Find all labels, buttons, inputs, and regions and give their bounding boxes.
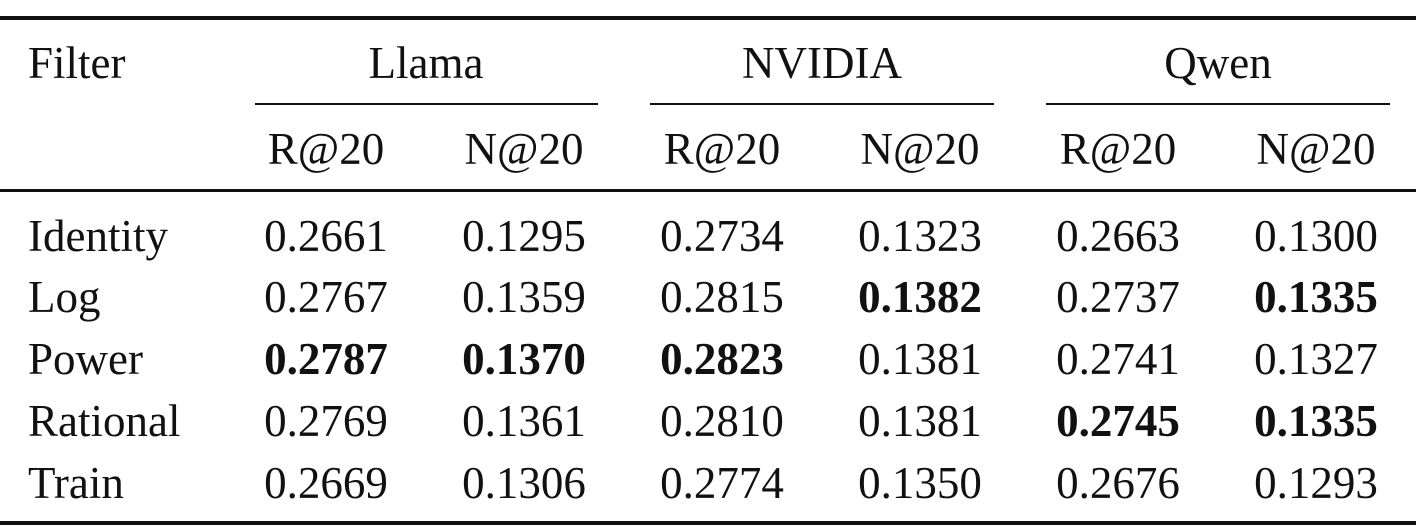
cell-train-llama-r20: 0.2669	[264, 458, 388, 508]
cell-rational-qwen-n20: 0.1335	[1254, 396, 1378, 446]
filter-header: Filter	[28, 38, 126, 88]
llama-group-rule	[255, 103, 598, 105]
cell-power-qwen-n20: 0.1327	[1254, 334, 1378, 384]
nvidia-group-rule	[650, 103, 994, 105]
top-rule	[0, 16, 1416, 20]
cell-log-qwen-n20: 0.1335	[1254, 272, 1378, 322]
cell-identity-llama-n20: 0.1295	[462, 211, 586, 261]
nvidia-r20-header: R@20	[663, 124, 781, 174]
qwen-r20-header: R@20	[1059, 124, 1177, 174]
cell-rational-llama-r20: 0.2769	[264, 396, 388, 446]
nvidia-n20-header: N@20	[860, 124, 980, 174]
cell-log-llama-n20: 0.1359	[462, 272, 586, 322]
row-label-power: Power	[28, 334, 143, 384]
cell-power-llama-n20: 0.1370	[462, 334, 586, 384]
qwen-group-header: Qwen	[1164, 38, 1272, 88]
cell-power-qwen-r20: 0.2741	[1056, 334, 1180, 384]
cell-rational-nvidia-r20: 0.2810	[660, 396, 784, 446]
cell-power-llama-r20: 0.2787	[264, 334, 388, 384]
row-label-rational: Rational	[28, 396, 181, 446]
cell-log-qwen-r20: 0.2737	[1056, 272, 1180, 322]
cell-log-nvidia-n20: 0.1382	[858, 272, 982, 322]
cell-train-nvidia-r20: 0.2774	[660, 458, 784, 508]
cell-log-llama-r20: 0.2767	[264, 272, 388, 322]
cell-power-nvidia-n20: 0.1381	[858, 334, 982, 384]
header-rule	[0, 189, 1416, 192]
cell-train-nvidia-n20: 0.1350	[858, 458, 982, 508]
bottom-rule	[0, 521, 1416, 525]
qwen-group-rule	[1046, 103, 1390, 105]
cell-identity-qwen-r20: 0.2663	[1056, 211, 1180, 261]
nvidia-group-header: NVIDIA	[742, 38, 902, 88]
cell-identity-qwen-n20: 0.1300	[1254, 211, 1378, 261]
cell-identity-nvidia-n20: 0.1323	[858, 211, 982, 261]
cell-rational-qwen-r20: 0.2745	[1056, 396, 1180, 446]
cell-train-llama-n20: 0.1306	[462, 458, 586, 508]
llama-r20-header: R@20	[267, 124, 385, 174]
cell-rational-nvidia-n20: 0.1381	[858, 396, 982, 446]
cell-power-nvidia-r20: 0.2823	[660, 334, 784, 384]
cell-train-qwen-r20: 0.2676	[1056, 458, 1180, 508]
qwen-n20-header: N@20	[1256, 124, 1376, 174]
row-label-train: Train	[28, 458, 124, 508]
row-label-identity: Identity	[28, 211, 168, 261]
cell-identity-llama-r20: 0.2661	[264, 211, 388, 261]
cell-train-qwen-n20: 0.1293	[1254, 458, 1378, 508]
cell-log-nvidia-r20: 0.2815	[660, 272, 784, 322]
row-label-log: Log	[28, 272, 101, 322]
cell-rational-llama-n20: 0.1361	[462, 396, 586, 446]
llama-n20-header: N@20	[464, 124, 584, 174]
llama-group-header: Llama	[368, 38, 484, 88]
cell-identity-nvidia-r20: 0.2734	[660, 211, 784, 261]
